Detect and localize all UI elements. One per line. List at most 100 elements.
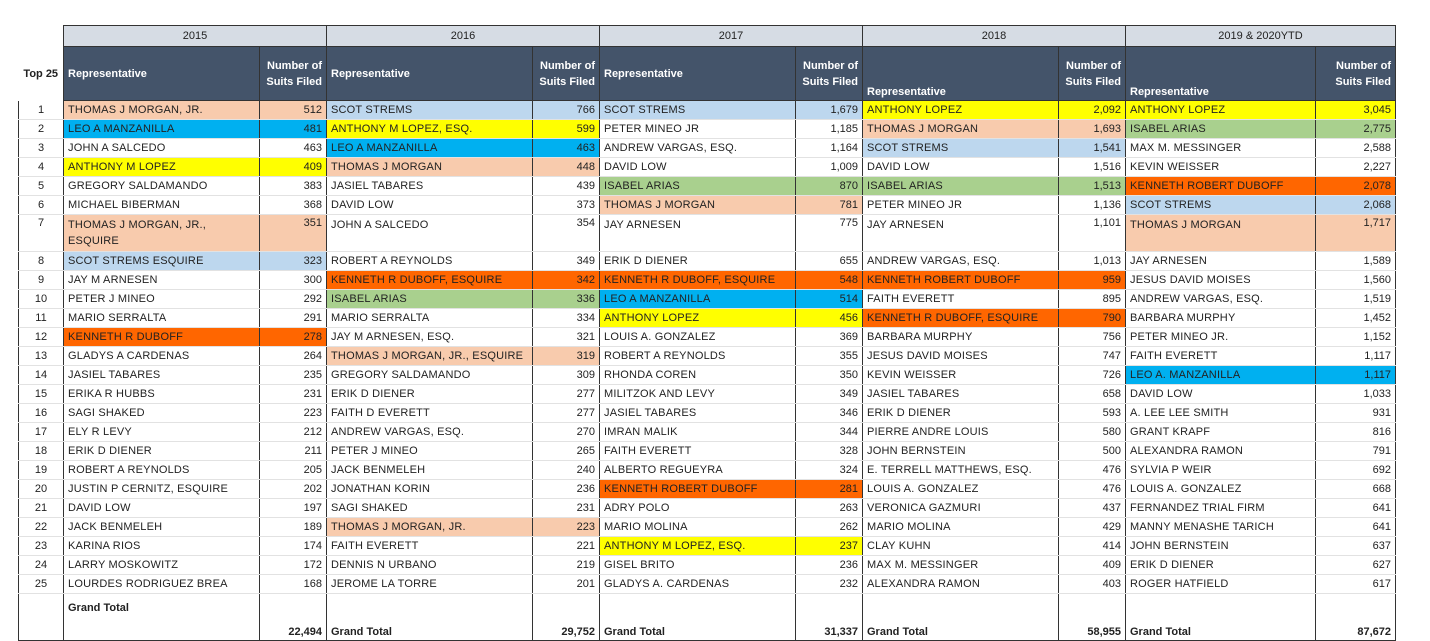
suits-filed-header: Number of Suits Filed: [1315, 46, 1396, 101]
rank-cell: 25: [18, 574, 64, 594]
rank-cell: 5: [18, 176, 64, 196]
rank-cell: 7: [18, 214, 64, 252]
suits-count-cell: 1,136: [1058, 195, 1126, 215]
suits-count-cell: 766: [532, 100, 600, 120]
rank-cell: 15: [18, 384, 64, 404]
representative-header: Representative: [63, 46, 260, 101]
rank-cell: 14: [18, 365, 64, 385]
rank-cell: 11: [18, 308, 64, 328]
table-row: 8 SCOT STREMS ESQUIRE 323 ROBERT A REYNOLDS…: [18, 251, 1396, 271]
representative-cell: PIERRE ANDRE LOUIS: [862, 422, 1059, 442]
representative-cell: PETER J MINEO: [326, 441, 533, 461]
suits-count-cell: 369: [795, 327, 863, 347]
representative-cell: MICHAEL BIBERMAN: [63, 195, 260, 215]
suits-count-cell: 263: [795, 498, 863, 518]
representative-cell: THOMAS J MORGAN: [1125, 214, 1316, 252]
corner-blank: [18, 25, 64, 47]
representative-cell: LEO A MANZANILLA: [326, 138, 533, 158]
representative-header: Representative: [599, 46, 796, 101]
table-row: 1 THOMAS J MORGAN, JR. 512 SCOT STREMS 766 SC…: [18, 100, 1396, 120]
representative-cell: E. TERRELL MATTHEWS, ESQ.: [862, 460, 1059, 480]
representative-cell: THOMAS J MORGAN: [862, 119, 1059, 139]
suits-count-cell: 756: [1058, 327, 1126, 347]
representative-cell: ERIK D DIENER: [599, 251, 796, 271]
representative-cell: CLAY KUHN: [862, 536, 1059, 556]
table-row: 21 DAVID LOW 197 SAGI SHAKED 231 ADRY POLO 263…: [18, 498, 1396, 518]
suits-count-cell: 236: [532, 479, 600, 499]
suits-count-cell: 409: [1058, 555, 1126, 575]
table-row: 6 MICHAEL BIBERMAN 368 DAVID LOW 373 THOMAS J…: [18, 195, 1396, 215]
representative-cell: SCOT STREMS: [599, 100, 796, 120]
representative-cell: LOUIS A. GONZALEZ: [599, 327, 796, 347]
representative-cell: MARIO SERRALTA: [63, 308, 260, 328]
representative-cell: ANDREW VARGAS, ESQ.: [862, 251, 1059, 271]
suits-count-cell: 237: [795, 536, 863, 556]
suits-count-cell: 309: [532, 365, 600, 385]
representative-cell: JOHN A SALCEDO: [326, 214, 533, 252]
suits-count-cell: 726: [1058, 365, 1126, 385]
grand-total-value: 87,672: [1315, 593, 1396, 641]
suits-count-cell: 870: [795, 176, 863, 196]
suits-count-cell: 189: [259, 517, 327, 537]
representative-cell: MARIO SERRALTA: [326, 308, 533, 328]
representative-cell: JAY M ARNESEN: [63, 270, 260, 290]
suits-count-cell: 627: [1315, 555, 1396, 575]
suits-count-cell: 1,185: [795, 119, 863, 139]
table-row: 7 THOMAS J MORGAN, JR., ESQUIRE 351 JOHN A …: [18, 214, 1396, 252]
representative-cell: ROBERT A REYNOLDS: [63, 460, 260, 480]
suits-count-cell: 2,092: [1058, 100, 1126, 120]
suits-count-cell: 323: [259, 251, 327, 271]
suits-count-cell: 580: [1058, 422, 1126, 442]
representative-cell: PETER MINEO JR: [599, 119, 796, 139]
representative-cell: JACK BENMELEH: [326, 460, 533, 480]
suits-count-cell: 219: [532, 555, 600, 575]
suits-count-cell: 463: [532, 138, 600, 158]
suits-count-cell: 747: [1058, 346, 1126, 366]
representative-cell: KARINA RIOS: [63, 536, 260, 556]
rank-cell: 19: [18, 460, 64, 480]
suits-count-cell: 212: [259, 422, 327, 442]
representative-cell: ISABEL ARIAS: [599, 176, 796, 196]
suits-filed-header: Number of Suits Filed: [259, 46, 327, 101]
table-row: 13 GLADYS A CARDENAS 264 THOMAS J MORGAN, J…: [18, 346, 1396, 366]
suits-count-cell: 437: [1058, 498, 1126, 518]
representative-cell: JEROME LA TORRE: [326, 574, 533, 594]
representative-cell: KENNETH R DUBOFF, ESQUIRE: [326, 270, 533, 290]
representative-cell: JAY ARNESEN: [1125, 251, 1316, 271]
suits-count-cell: 223: [259, 403, 327, 423]
representative-cell: FERNANDEZ TRIAL FIRM: [1125, 498, 1316, 518]
suits-count-cell: 277: [532, 384, 600, 404]
suits-count-cell: 319: [532, 346, 600, 366]
suits-count-cell: 368: [259, 195, 327, 215]
representative-cell: ERIK D DIENER: [1125, 555, 1316, 575]
representative-cell: JESUS DAVID MOISES: [862, 346, 1059, 366]
representative-cell: JASIEL TABARES: [862, 384, 1059, 404]
representative-cell: ROBERT A REYNOLDS: [599, 346, 796, 366]
representative-cell: SCOT STREMS: [326, 100, 533, 120]
suits-count-cell: 232: [795, 574, 863, 594]
table-row: 4 ANTHONY M LOPEZ 409 THOMAS J MORGAN 448 DAV…: [18, 157, 1396, 177]
representative-cell: DENNIS N URBANO: [326, 555, 533, 575]
suits-count-cell: 641: [1315, 517, 1396, 537]
representative-header: Representative: [1125, 46, 1316, 101]
representative-cell: MAX M. MESSINGER: [862, 555, 1059, 575]
suits-count-cell: 344: [795, 422, 863, 442]
suits-count-cell: 816: [1315, 422, 1396, 442]
suits-count-cell: 895: [1058, 289, 1126, 309]
representative-cell: LEO A MANZANILLA: [63, 119, 260, 139]
grand-total-value: 22,494: [259, 593, 327, 641]
representative-cell: DAVID LOW: [1125, 384, 1316, 404]
representative-cell: THOMAS J MORGAN, JR.: [63, 100, 260, 120]
representative-cell: SCOT STREMS: [1125, 195, 1316, 215]
rank-cell: 1: [18, 100, 64, 120]
representative-cell: ANTHONY M LOPEZ: [63, 157, 260, 177]
representative-cell: GRANT KRAPF: [1125, 422, 1316, 442]
suits-count-cell: 476: [1058, 479, 1126, 499]
rank-cell: 8: [18, 251, 64, 271]
representative-cell: JOHN BERNSTEIN: [862, 441, 1059, 461]
representative-cell: ANDREW VARGAS, ESQ.: [599, 138, 796, 158]
suits-count-cell: 637: [1315, 536, 1396, 556]
suits-filed-table-wrapper: 2015 2016 2017 2018 2019 & 2020YTD Top 25 Repr…: [18, 25, 1396, 641]
representative-cell: PETER MINEO JR: [862, 195, 1059, 215]
suits-count-cell: 236: [795, 555, 863, 575]
